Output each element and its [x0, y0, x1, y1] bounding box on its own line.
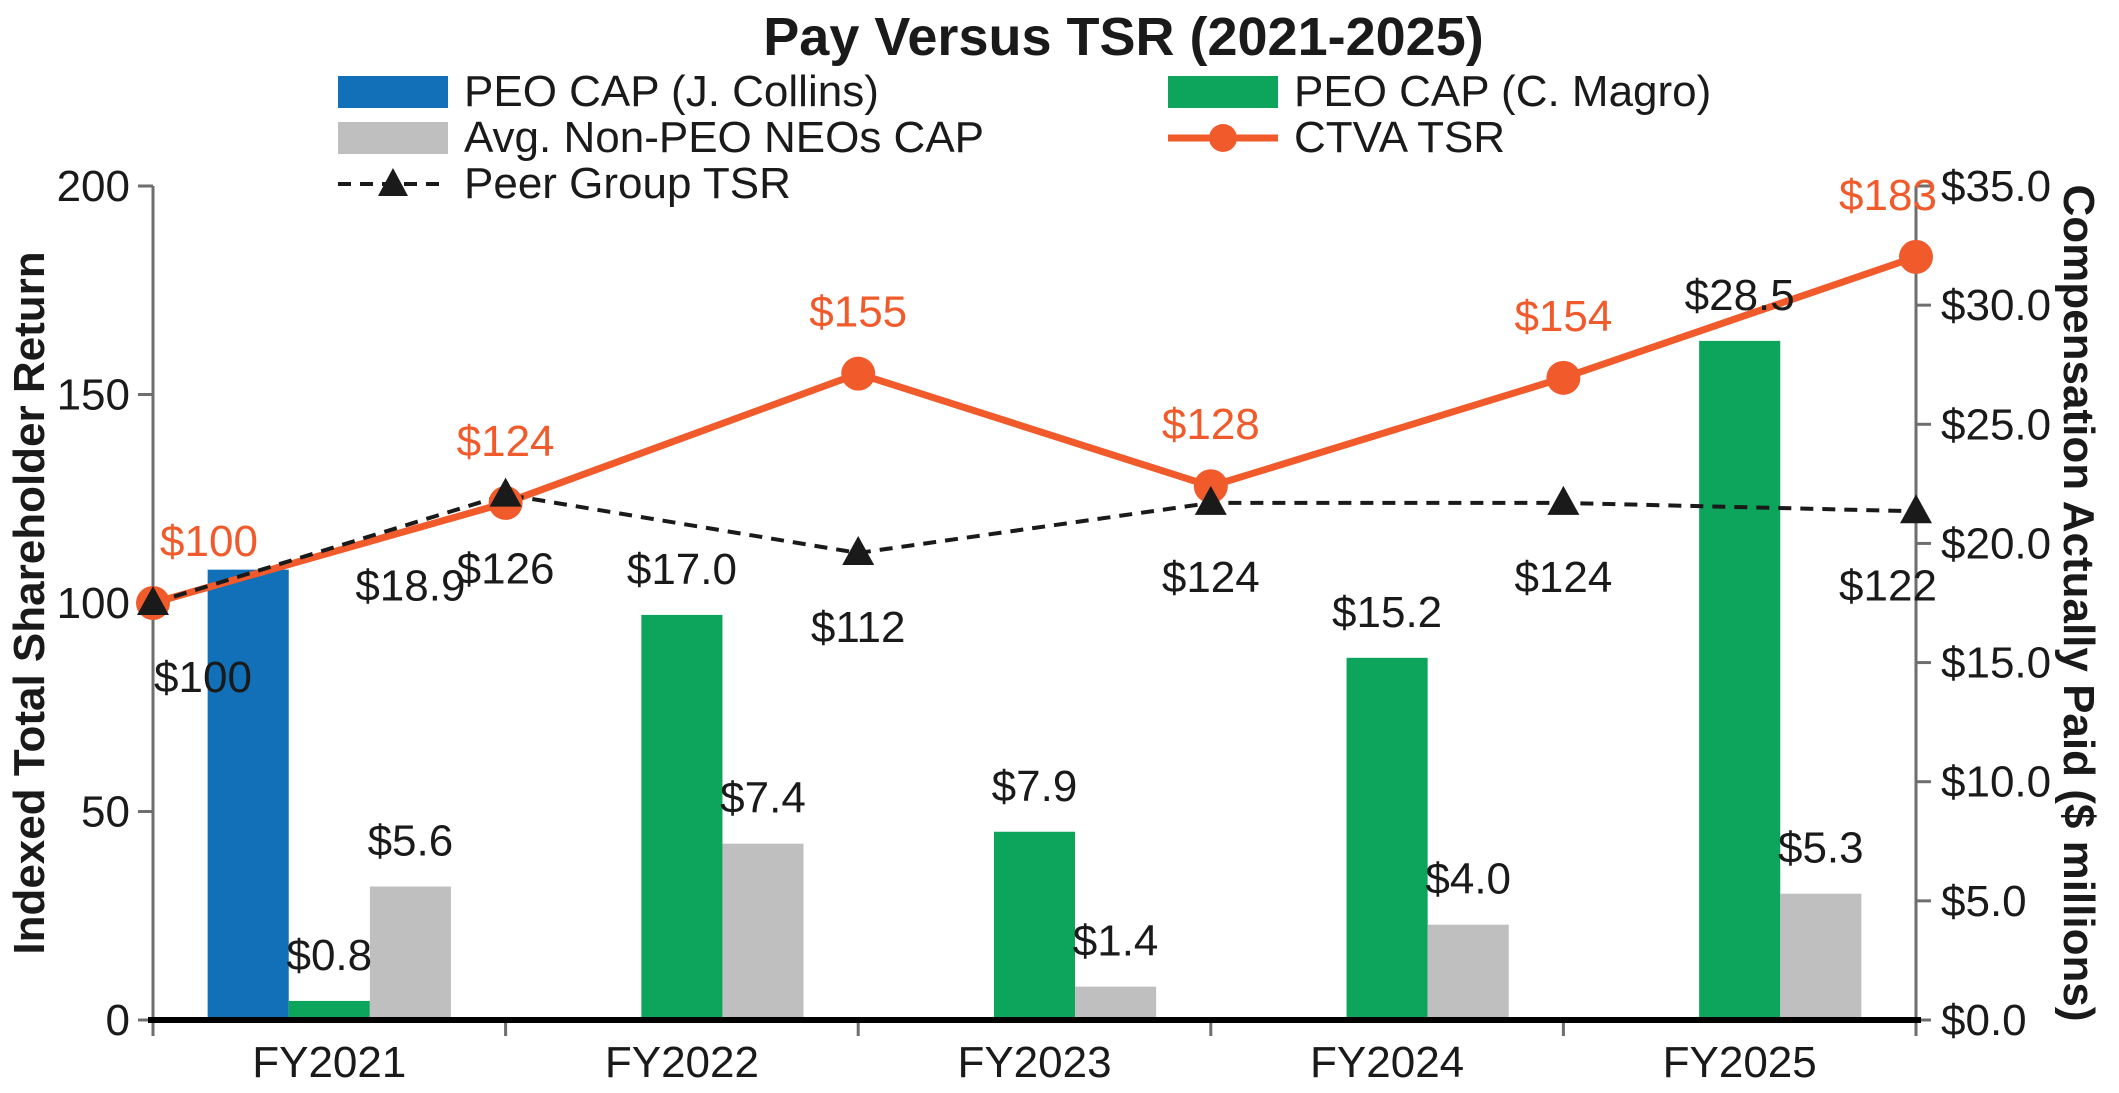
legend-item-peer-tsr: Peer Group TSR — [338, 159, 1168, 208]
right-axis-tick-label: $20.0 — [1941, 519, 2051, 568]
peer-tsr-value-label: $124 — [1162, 553, 1260, 602]
ctva-tsr-value-label: $155 — [809, 288, 907, 337]
bar-value-label: $7.4 — [720, 774, 806, 823]
legend-item-peo-magro: PEO CAP (C. Magro) — [1168, 67, 1711, 116]
legend-label-peo-collins: PEO CAP (J. Collins) — [464, 67, 879, 116]
legend-item-neo-avg: Avg. Non-PEO NEOs CAP — [338, 113, 1168, 162]
peer-tsr-marker — [842, 535, 875, 565]
neo-avg-swatch-icon — [338, 122, 448, 154]
bar-value-label: $15.2 — [1332, 588, 1442, 637]
ctva-tsr-value-label: $128 — [1162, 400, 1260, 449]
bar-neo-avg-FY2023 — [1075, 986, 1157, 1020]
ctva-tsr-marker — [1546, 360, 1581, 395]
bar-value-label: $28.5 — [1685, 271, 1795, 320]
chart-title: Pay Versus TSR (2021-2025) — [763, 7, 1484, 67]
peer-tsr-marker — [1194, 485, 1227, 515]
bar-value-label: $5.3 — [1778, 824, 1864, 873]
category-label: FY2022 — [605, 1038, 759, 1087]
bar-value-label: $4.0 — [1425, 855, 1511, 904]
left-axis-tick-label: 200 — [57, 162, 130, 211]
left-axis-tick-label: 0 — [106, 996, 130, 1045]
peer-tsr-line-icon — [338, 168, 448, 196]
ctva-tsr-marker — [1899, 239, 1933, 274]
bar-neo-avg-FY2022 — [722, 843, 804, 1020]
legend-label-neo-avg: Avg. Non-PEO NEOs CAP — [464, 113, 985, 162]
peo-magro-swatch-icon — [1168, 76, 1278, 108]
peo-collins-swatch-icon — [338, 76, 448, 108]
left-axis-tick-label: 100 — [57, 579, 130, 628]
ctva-tsr-value-label: $124 — [457, 417, 555, 466]
legend-label-ctva-tsr: CTVA TSR — [1294, 113, 1506, 162]
ctva-tsr-value-label: $100 — [160, 517, 258, 566]
category-label: FY2021 — [252, 1038, 406, 1087]
legend-item-peo-collins: PEO CAP (J. Collins) — [338, 67, 1168, 116]
peer-tsr-value-label: $112 — [811, 603, 906, 652]
category-label: FY2024 — [1310, 1038, 1464, 1087]
bar-value-label: $17.0 — [627, 545, 737, 594]
right-axis-tick-label: $5.0 — [1941, 877, 2027, 926]
chart-legend: PEO CAP (J. Collins) PEO CAP (C. Magro) … — [338, 67, 1711, 208]
bar-peo-magro-FY2021 — [288, 1000, 370, 1020]
bar-peo-magro-FY2023 — [993, 831, 1076, 1020]
left-axis-tick-label: 50 — [81, 788, 130, 837]
bar-value-label: $1.4 — [1073, 917, 1159, 966]
peer-tsr-value-label: $100 — [154, 653, 252, 702]
left-axis-tick-label: 150 — [57, 371, 130, 420]
right-axis-tick-label: $15.0 — [1941, 639, 2051, 688]
bar-peo-magro-FY2025 — [1699, 340, 1781, 1020]
peer-tsr-marker — [1547, 485, 1580, 515]
category-label: FY2025 — [1663, 1038, 1817, 1087]
ctva-tsr-value-label: $154 — [1514, 292, 1612, 341]
right-axis-title: Compensation Actually Paid ($ millions) — [2054, 185, 2103, 1022]
peer-tsr-marker — [1900, 494, 1932, 524]
legend-item-ctva-tsr: CTVA TSR — [1168, 113, 1711, 162]
ctva-tsr-value-label: $183 — [1839, 171, 1937, 220]
peer-tsr-marker — [137, 586, 169, 615]
bar-peo-collins-FY2021 — [207, 569, 289, 1020]
ctva-tsr-line-icon — [1168, 124, 1278, 152]
right-axis-tick-label: $25.0 — [1941, 400, 2051, 449]
bar-value-label: $7.9 — [992, 762, 1078, 811]
right-axis-tick-label: $30.0 — [1941, 281, 2051, 330]
left-axis-title: Indexed Total Shareholder Return — [5, 251, 54, 954]
legend-label-peo-magro: PEO CAP (C. Magro) — [1294, 67, 1712, 116]
bar-neo-avg-FY2021 — [369, 886, 451, 1020]
right-axis-tick-label: $35.0 — [1941, 162, 2051, 211]
bar-value-label: $0.8 — [286, 931, 372, 980]
bar-peo-magro-FY2022 — [641, 614, 723, 1020]
peer-tsr-marker — [489, 477, 522, 507]
legend-label-peer-tsr: Peer Group TSR — [464, 159, 791, 208]
peer-tsr-line — [152, 492, 1917, 605]
bar-neo-avg-FY2024 — [1427, 924, 1509, 1020]
ctva-tsr-marker — [841, 356, 876, 391]
category-label: FY2023 — [957, 1038, 1111, 1087]
peer-tsr-value-label: $126 — [457, 545, 555, 594]
peer-tsr-value-label: $124 — [1514, 553, 1612, 602]
bar-peo-magro-FY2024 — [1346, 657, 1428, 1020]
bar-value-label: $18.9 — [355, 562, 465, 611]
right-axis-tick-label: $0.0 — [1941, 996, 2027, 1045]
right-axis-tick-label: $10.0 — [1941, 758, 2051, 807]
bar-neo-avg-FY2025 — [1780, 893, 1862, 1020]
bar-value-label: $5.6 — [368, 817, 454, 866]
peer-tsr-value-label: $122 — [1839, 561, 1937, 610]
ctva-tsr-line — [152, 253, 1918, 607]
